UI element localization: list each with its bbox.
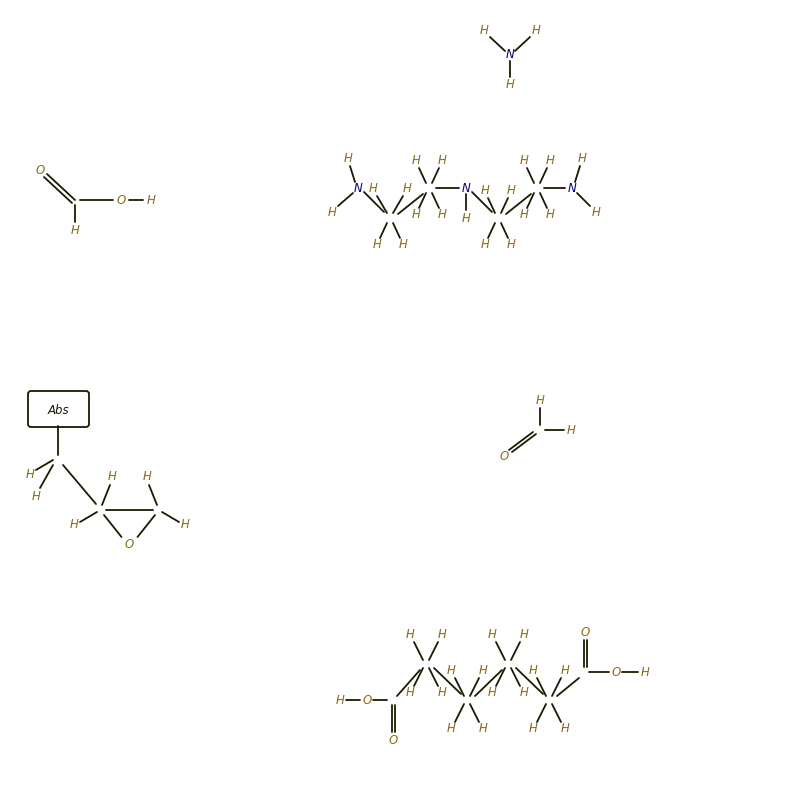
Text: N: N [353,182,362,195]
Text: H: H [70,224,79,237]
Text: H: H [478,722,488,735]
Text: H: H [147,193,155,207]
Text: H: H [641,666,650,679]
Text: H: H [372,238,381,251]
Text: H: H [405,687,414,700]
Text: H: H [561,664,570,677]
Text: H: H [31,490,40,503]
Text: H: H [403,183,412,196]
Text: H: H [545,208,554,221]
Text: H: H [532,24,541,37]
Text: O: O [116,193,126,207]
Text: H: H [447,722,456,735]
Text: H: H [480,24,489,37]
Text: H: H [561,722,570,735]
Text: H: H [336,693,344,706]
Text: H: H [143,470,151,483]
Text: H: H [437,687,446,700]
Text: H: H [506,184,515,197]
Text: H: H [481,184,489,197]
Text: N: N [461,182,470,195]
Text: H: H [70,519,78,532]
Text: H: H [520,687,529,700]
Text: H: H [505,78,514,91]
Text: O: O [581,625,590,638]
Text: O: O [388,734,397,747]
Text: H: H [506,238,515,251]
Text: H: H [447,664,456,677]
Text: H: H [107,470,116,483]
Text: H: H [328,205,336,218]
Text: H: H [344,152,352,165]
FancyBboxPatch shape [28,391,89,427]
Text: H: H [545,154,554,167]
Text: H: H [405,629,414,642]
Text: H: H [592,205,601,218]
Text: H: H [520,154,529,167]
Text: O: O [125,538,134,552]
Text: O: O [362,693,372,706]
Text: H: H [520,208,529,221]
Text: H: H [520,629,529,642]
Text: Abs: Abs [47,403,69,416]
Text: H: H [481,238,489,251]
Text: H: H [488,629,497,642]
Text: H: H [399,238,408,251]
Text: H: H [566,423,575,436]
Text: H: H [26,468,34,481]
Text: H: H [478,664,488,677]
Text: H: H [488,687,497,700]
Text: H: H [437,629,446,642]
Text: H: H [536,393,545,406]
Text: H: H [368,183,377,196]
Text: O: O [611,666,621,679]
Text: O: O [35,163,45,176]
Text: H: H [529,664,537,677]
Text: H: H [461,212,470,225]
Text: H: H [180,519,190,532]
Text: N: N [568,182,577,195]
Text: H: H [437,208,446,221]
Text: H: H [529,722,537,735]
Text: H: H [578,152,586,165]
Text: O: O [499,449,509,462]
Text: H: H [437,154,446,167]
Text: H: H [412,154,421,167]
Text: N: N [505,48,514,61]
Text: H: H [412,208,421,221]
